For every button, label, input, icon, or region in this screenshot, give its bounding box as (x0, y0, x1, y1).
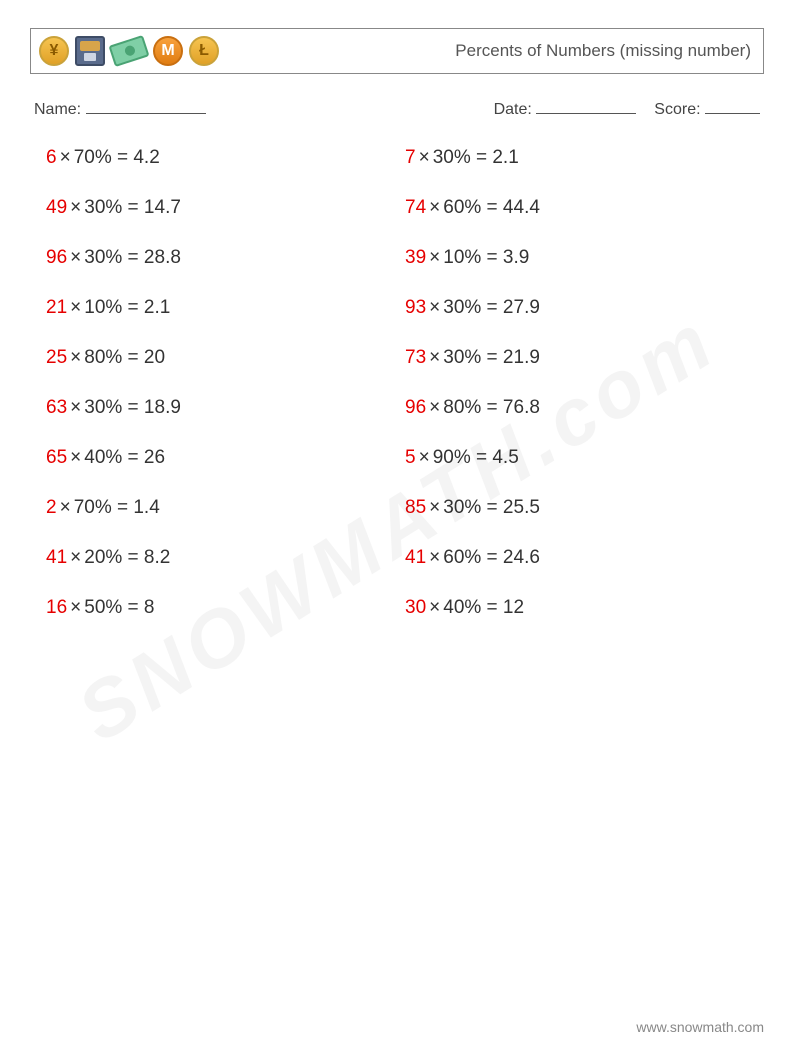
problem-row: 16×50% = 8 (46, 597, 405, 619)
problem-row: 85×30% = 25.5 (405, 497, 764, 519)
problem-answer: 41 (46, 547, 67, 568)
problem-row: 74×60% = 44.4 (405, 197, 764, 219)
problem-answer: 6 (46, 147, 57, 168)
bill-icon (108, 35, 149, 67)
header-icons: ¥ M Ł (39, 36, 219, 66)
problem-expression: ×30% = 28.8 (67, 247, 181, 268)
problem-expression: ×30% = 27.9 (426, 297, 540, 318)
problem-row: 39×10% = 3.9 (405, 247, 764, 269)
problem-row: 6×70% = 4.2 (46, 147, 405, 169)
problem-row: 2×70% = 1.4 (46, 497, 405, 519)
problem-answer: 96 (405, 397, 426, 418)
problem-answer: 41 (405, 547, 426, 568)
name-label: Name: (34, 100, 206, 119)
name-blank[interactable] (86, 100, 206, 114)
problem-expression: ×80% = 76.8 (426, 397, 540, 418)
problem-row: 93×30% = 27.9 (405, 297, 764, 319)
problem-row: 41×20% = 8.2 (46, 547, 405, 569)
footer-url: www.snowmath.com (636, 1019, 764, 1035)
problem-expression: ×50% = 8 (67, 597, 154, 618)
problem-answer: 73 (405, 347, 426, 368)
problem-answer: 96 (46, 247, 67, 268)
problem-answer: 21 (46, 297, 67, 318)
problem-expression: ×70% = 1.4 (57, 497, 160, 518)
problem-expression: ×70% = 4.2 (57, 147, 160, 168)
worksheet-title: Percents of Numbers (missing number) (455, 41, 751, 61)
score-label: Score: (654, 100, 760, 119)
problem-expression: ×30% = 2.1 (416, 147, 519, 168)
problem-answer: 5 (405, 447, 416, 468)
problem-answer: 7 (405, 147, 416, 168)
meta-row: Name: Date: Score: (30, 100, 764, 119)
problem-row: 25×80% = 20 (46, 347, 405, 369)
problem-answer: 85 (405, 497, 426, 518)
problem-row: 49×30% = 14.7 (46, 197, 405, 219)
problem-expression: ×40% = 26 (67, 447, 165, 468)
problem-expression: ×60% = 44.4 (426, 197, 540, 218)
header-box: ¥ M Ł Percents of Numbers (missing numbe… (30, 28, 764, 74)
problem-expression: ×20% = 8.2 (67, 547, 170, 568)
problem-expression: ×30% = 14.7 (67, 197, 181, 218)
score-blank[interactable] (705, 100, 760, 114)
problem-row: 65×40% = 26 (46, 447, 405, 469)
problem-answer: 2 (46, 497, 57, 518)
problem-answer: 49 (46, 197, 67, 218)
problem-expression: ×30% = 18.9 (67, 397, 181, 418)
problem-row: 96×30% = 28.8 (46, 247, 405, 269)
problem-answer: 63 (46, 397, 67, 418)
problem-row: 5×90% = 4.5 (405, 447, 764, 469)
problem-row: 96×80% = 76.8 (405, 397, 764, 419)
problem-expression: ×90% = 4.5 (416, 447, 519, 468)
problem-answer: 74 (405, 197, 426, 218)
coin-l-icon: Ł (189, 36, 219, 66)
coin-m-icon: M (153, 36, 183, 66)
problem-row: 7×30% = 2.1 (405, 147, 764, 169)
coin-yen-icon: ¥ (39, 36, 69, 66)
problem-expression: ×30% = 21.9 (426, 347, 540, 368)
problem-answer: 93 (405, 297, 426, 318)
problem-row: 73×30% = 21.9 (405, 347, 764, 369)
problem-row: 63×30% = 18.9 (46, 397, 405, 419)
problem-answer: 39 (405, 247, 426, 268)
problem-row: 30×40% = 12 (405, 597, 764, 619)
problem-answer: 30 (405, 597, 426, 618)
problem-expression: ×80% = 20 (67, 347, 165, 368)
problem-row: 41×60% = 24.6 (405, 547, 764, 569)
problem-answer: 65 (46, 447, 67, 468)
problem-expression: ×60% = 24.6 (426, 547, 540, 568)
problem-expression: ×30% = 25.5 (426, 497, 540, 518)
problem-expression: ×10% = 2.1 (67, 297, 170, 318)
problem-row: 21×10% = 2.1 (46, 297, 405, 319)
problem-expression: ×40% = 12 (426, 597, 524, 618)
date-blank[interactable] (536, 100, 636, 114)
problem-expression: ×10% = 3.9 (426, 247, 529, 268)
problem-answer: 16 (46, 597, 67, 618)
date-label: Date: (494, 100, 637, 119)
atm-icon (75, 36, 105, 66)
problems-grid: 6×70% = 4.27×30% = 2.149×30% = 14.774×60… (30, 147, 764, 619)
problem-answer: 25 (46, 347, 67, 368)
